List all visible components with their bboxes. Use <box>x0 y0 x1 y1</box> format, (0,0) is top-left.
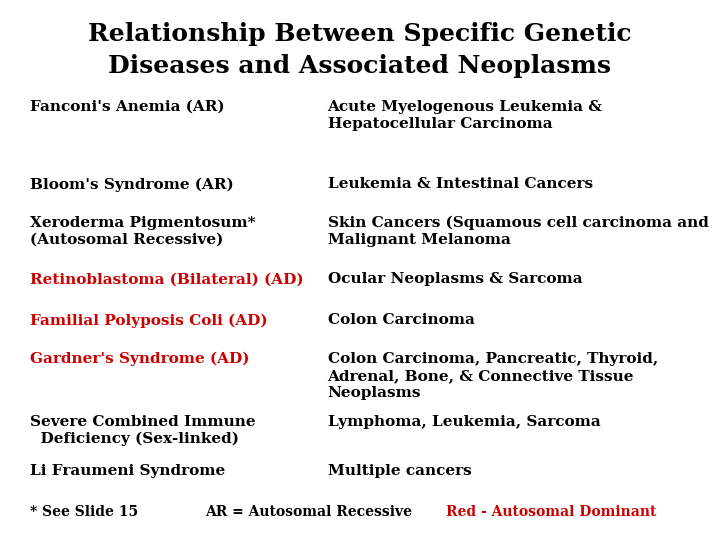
Text: Red - Autosomal Dominant: Red - Autosomal Dominant <box>446 505 657 519</box>
Text: Fanconi's Anemia (AR): Fanconi's Anemia (AR) <box>30 100 225 114</box>
Text: Colon Carcinoma: Colon Carcinoma <box>328 313 474 327</box>
Text: Relationship Between Specific Genetic: Relationship Between Specific Genetic <box>89 22 631 45</box>
Text: Retinoblastoma (Bilateral) (AD): Retinoblastoma (Bilateral) (AD) <box>30 272 304 286</box>
Text: Diseases and Associated Neoplasms: Diseases and Associated Neoplasms <box>109 54 611 78</box>
Text: Skin Cancers (Squamous cell carcinoma and
Malignant Melanoma: Skin Cancers (Squamous cell carcinoma an… <box>328 216 708 247</box>
Text: * See Slide 15: * See Slide 15 <box>30 505 138 519</box>
Text: AR = Autosomal Recessive: AR = Autosomal Recessive <box>205 505 412 519</box>
Text: Gardner's Syndrome (AD): Gardner's Syndrome (AD) <box>30 352 250 367</box>
Text: Colon Carcinoma, Pancreatic, Thyroid,
Adrenal, Bone, & Connective Tissue
Neoplas: Colon Carcinoma, Pancreatic, Thyroid, Ad… <box>328 352 658 400</box>
Text: Li Fraumeni Syndrome: Li Fraumeni Syndrome <box>30 464 225 478</box>
Text: Acute Myelogenous Leukemia &
Hepatocellular Carcinoma: Acute Myelogenous Leukemia & Hepatocellu… <box>328 100 603 131</box>
Text: Lymphoma, Leukemia, Sarcoma: Lymphoma, Leukemia, Sarcoma <box>328 415 600 429</box>
Text: Leukemia & Intestinal Cancers: Leukemia & Intestinal Cancers <box>328 177 593 191</box>
Text: Familial Polyposis Coli (AD): Familial Polyposis Coli (AD) <box>30 313 268 328</box>
Text: Multiple cancers: Multiple cancers <box>328 464 472 478</box>
Text: Severe Combined Immune
  Deficiency (Sex-linked): Severe Combined Immune Deficiency (Sex-l… <box>30 415 256 446</box>
Text: Bloom's Syndrome (AR): Bloom's Syndrome (AR) <box>30 177 234 192</box>
Text: Ocular Neoplasms & Sarcoma: Ocular Neoplasms & Sarcoma <box>328 272 582 286</box>
Text: Xeroderma Pigmentosum*
(Autosomal Recessive): Xeroderma Pigmentosum* (Autosomal Recess… <box>30 216 256 247</box>
